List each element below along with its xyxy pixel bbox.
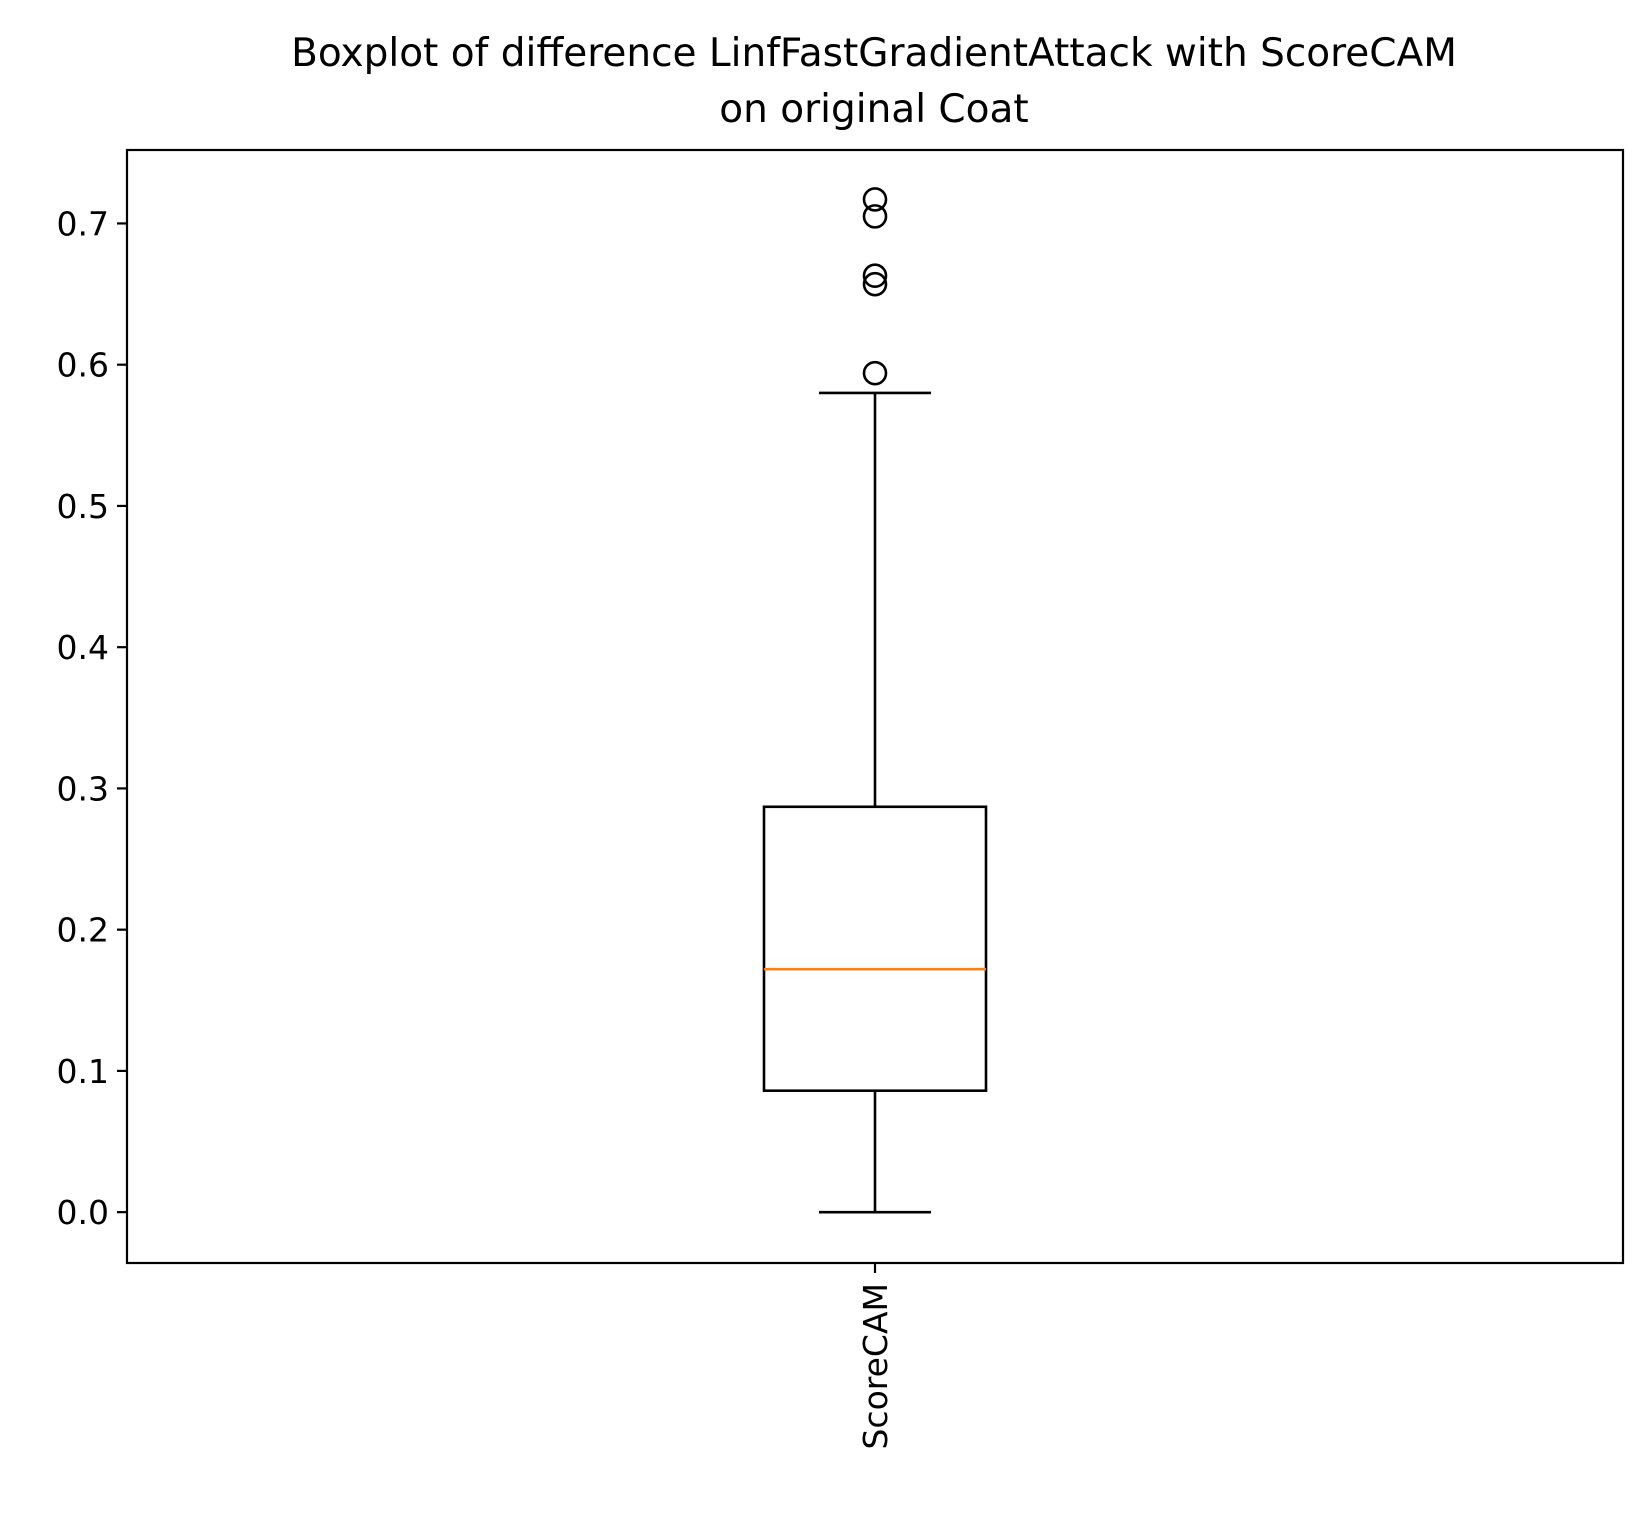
- outlier-point: [862, 204, 888, 229]
- y-tick-label: 0.3: [57, 769, 109, 808]
- y-tick-label: 0.5: [57, 487, 109, 526]
- outlier-point: [862, 263, 888, 289]
- y-tick-label: 0.0: [57, 1193, 109, 1232]
- y-tick-label: 0.2: [57, 911, 109, 950]
- y-tick-label: 0.6: [57, 346, 109, 385]
- chart-title-line-1: Boxplot of difference LinfFastGradientAt…: [291, 31, 1457, 76]
- axes-frame: [125, 148, 1625, 1265]
- outlier-point: [862, 360, 888, 386]
- chart-title-line-2: on original Coat: [719, 87, 1028, 132]
- y-tick-label: 0.1: [57, 1052, 109, 1091]
- outlier-point: [862, 271, 888, 297]
- iqr-box: [762, 805, 988, 1092]
- x-tick-label: ScoreCAM: [856, 1283, 895, 1450]
- y-tick-label: 0.4: [57, 628, 109, 667]
- y-tick-label: 0.7: [57, 204, 109, 243]
- outlier-point: [862, 187, 888, 212]
- plot-area: 0.0 0.1 0.2 0.3 0.4 0.5 0.6 0.7 ScoreCAM: [57, 187, 988, 1450]
